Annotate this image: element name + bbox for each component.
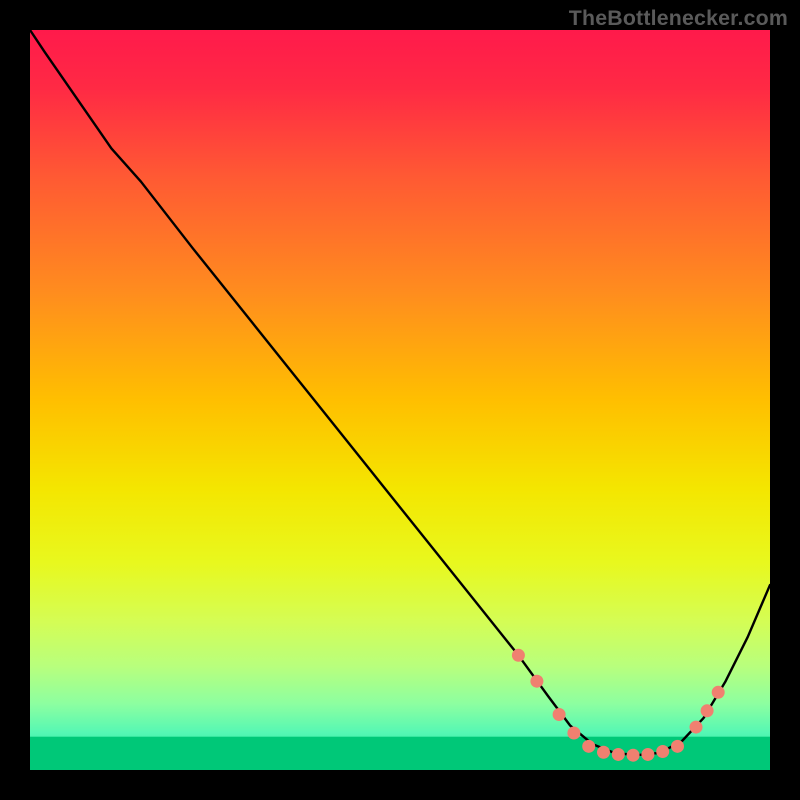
curve-marker — [701, 704, 714, 717]
gradient-background — [30, 30, 770, 770]
curve-marker — [627, 749, 640, 762]
chart-frame: TheBottlenecker.com — [0, 0, 800, 800]
curve-marker — [582, 740, 595, 753]
curve-marker — [641, 748, 654, 761]
curve-marker — [530, 675, 543, 688]
watermark-text: TheBottlenecker.com — [569, 6, 788, 31]
curve-marker — [553, 708, 566, 721]
curve-marker — [656, 745, 669, 758]
curve-marker — [712, 686, 725, 699]
chart-svg — [30, 30, 770, 770]
curve-marker — [612, 748, 625, 761]
curve-marker — [567, 727, 580, 740]
curve-marker — [690, 721, 703, 734]
curve-marker — [671, 740, 684, 753]
curve-marker — [512, 649, 525, 662]
curve-marker — [597, 746, 610, 759]
plot-area — [30, 30, 770, 770]
